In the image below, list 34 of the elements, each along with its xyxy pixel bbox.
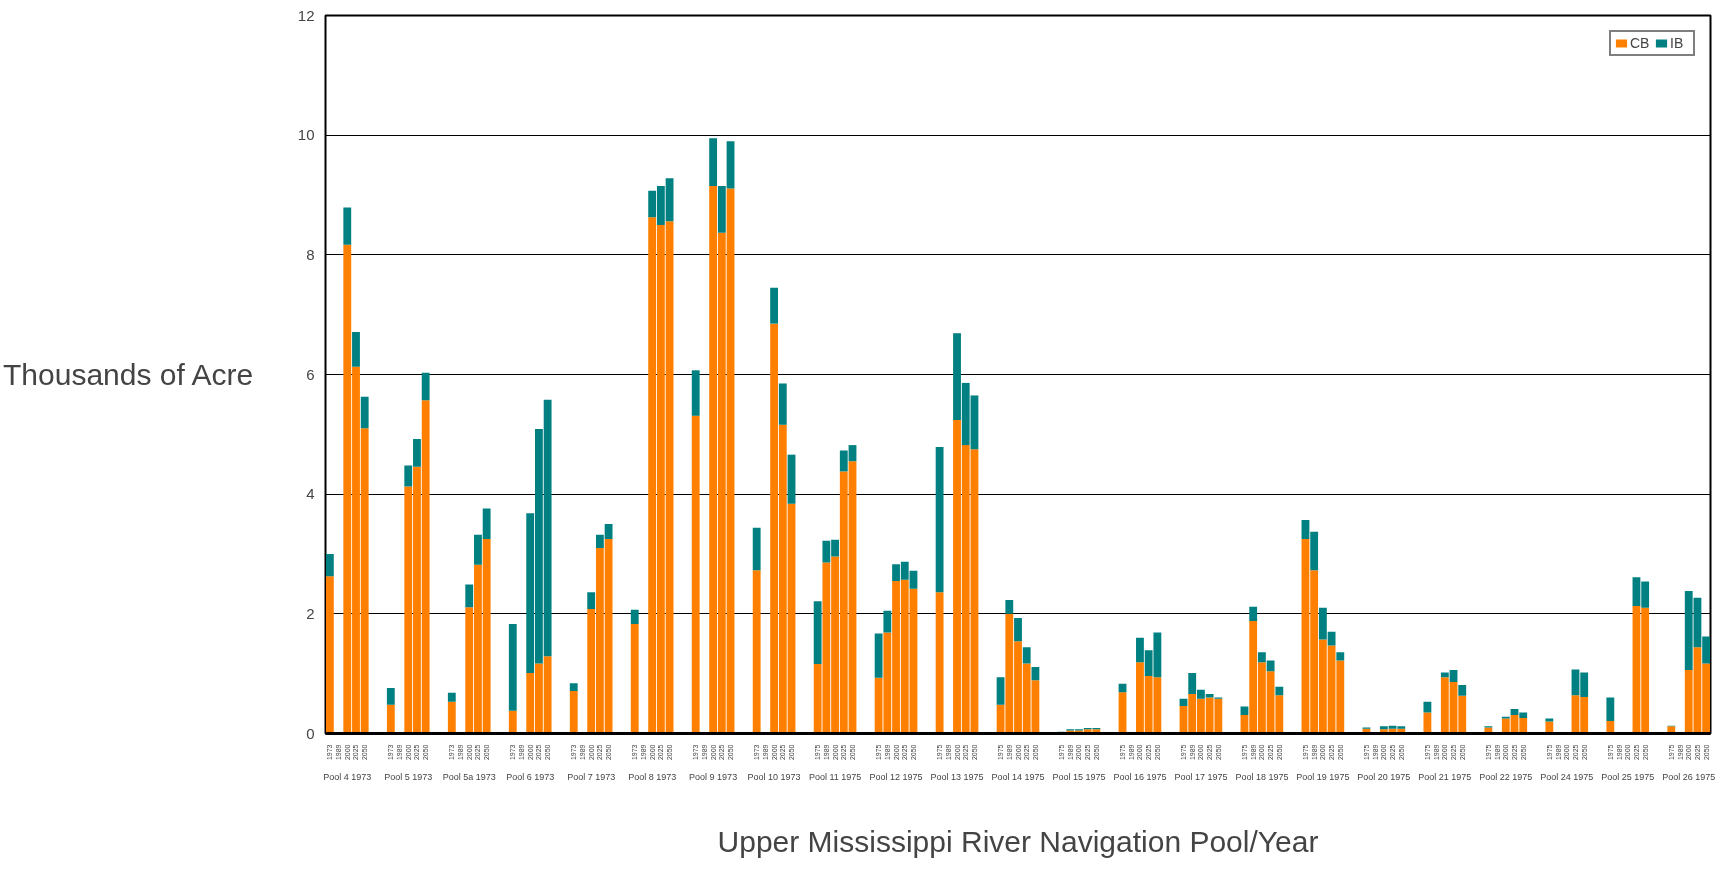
text: Pool 5a 1973 <box>442 771 496 782</box>
text: Pool 21 1975 <box>1418 771 1472 782</box>
y-tick-label: 12 <box>297 6 315 24</box>
text: Pool 7 1973 <box>567 771 616 782</box>
text: Pool 6 1973 <box>506 771 555 782</box>
text: Pool 15 1975 <box>1052 771 1106 782</box>
text: Pool 5 1973 <box>384 771 433 782</box>
y-tick-label: 10 <box>297 126 315 144</box>
y-tick-label: 4 <box>306 485 315 503</box>
text: Pool 20 1975 <box>1357 771 1411 782</box>
text: Pool 8 1973 <box>628 771 677 782</box>
text: Pool 9 1973 <box>689 771 738 782</box>
text: Pool 11 1975 <box>808 771 862 782</box>
y-axis-title: Thousands of Acre <box>3 358 254 391</box>
y-tick-label: 6 <box>306 365 315 383</box>
text: Pool 24 1975 <box>1540 771 1594 782</box>
text: Pool 17 1975 <box>1174 771 1228 782</box>
y-tick-label: 8 <box>306 245 315 263</box>
text: Pool 26 1975 <box>1662 771 1716 782</box>
text: Pool 18 1975 <box>1235 771 1289 782</box>
y-tick-label: 0 <box>306 724 315 742</box>
text: Pool 13 1975 <box>930 771 984 782</box>
text: Pool 14 1975 <box>991 771 1045 782</box>
text: Pool 19 1975 <box>1296 771 1350 782</box>
text: Pool 12 1975 <box>869 771 923 782</box>
text: Pool 4 1973 <box>323 771 372 782</box>
legend-label: CB <box>1630 35 1650 51</box>
text: Pool 22 1975 <box>1479 771 1533 782</box>
legend-label: IB <box>1670 35 1685 51</box>
x-axis-title: Upper Mississippi River Navigation Pool/Year <box>717 824 1319 858</box>
text: Pool 25 1975 <box>1601 771 1655 782</box>
y-tick-label: 2 <box>306 604 315 622</box>
text: Pool 16 1975 <box>1113 771 1167 782</box>
text: Pool 10 1973 <box>747 771 801 782</box>
